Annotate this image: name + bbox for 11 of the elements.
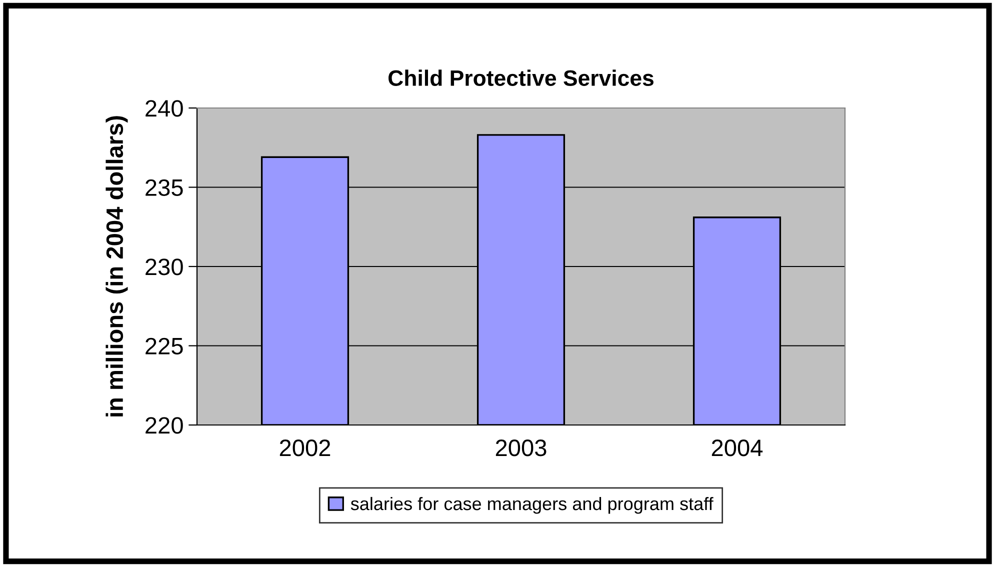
x-tick-label: 2004 <box>712 440 763 456</box>
y-tick-label: 230 <box>146 258 183 276</box>
y-tick-label: 240 <box>146 100 183 117</box>
legend-label: salaries for case managers and program staff <box>350 496 714 514</box>
y-tick-label: 225 <box>146 338 183 355</box>
x-tick-label: 2003 <box>496 440 546 456</box>
y-tick-label: 220 <box>146 417 183 434</box>
chart-title: Child Protective Services <box>388 70 654 86</box>
x-tick-label: 2002 <box>280 440 330 456</box>
y-axis-title: in millions (in 2004 dollars) <box>106 116 128 416</box>
y-tick-label: 235 <box>146 179 183 196</box>
